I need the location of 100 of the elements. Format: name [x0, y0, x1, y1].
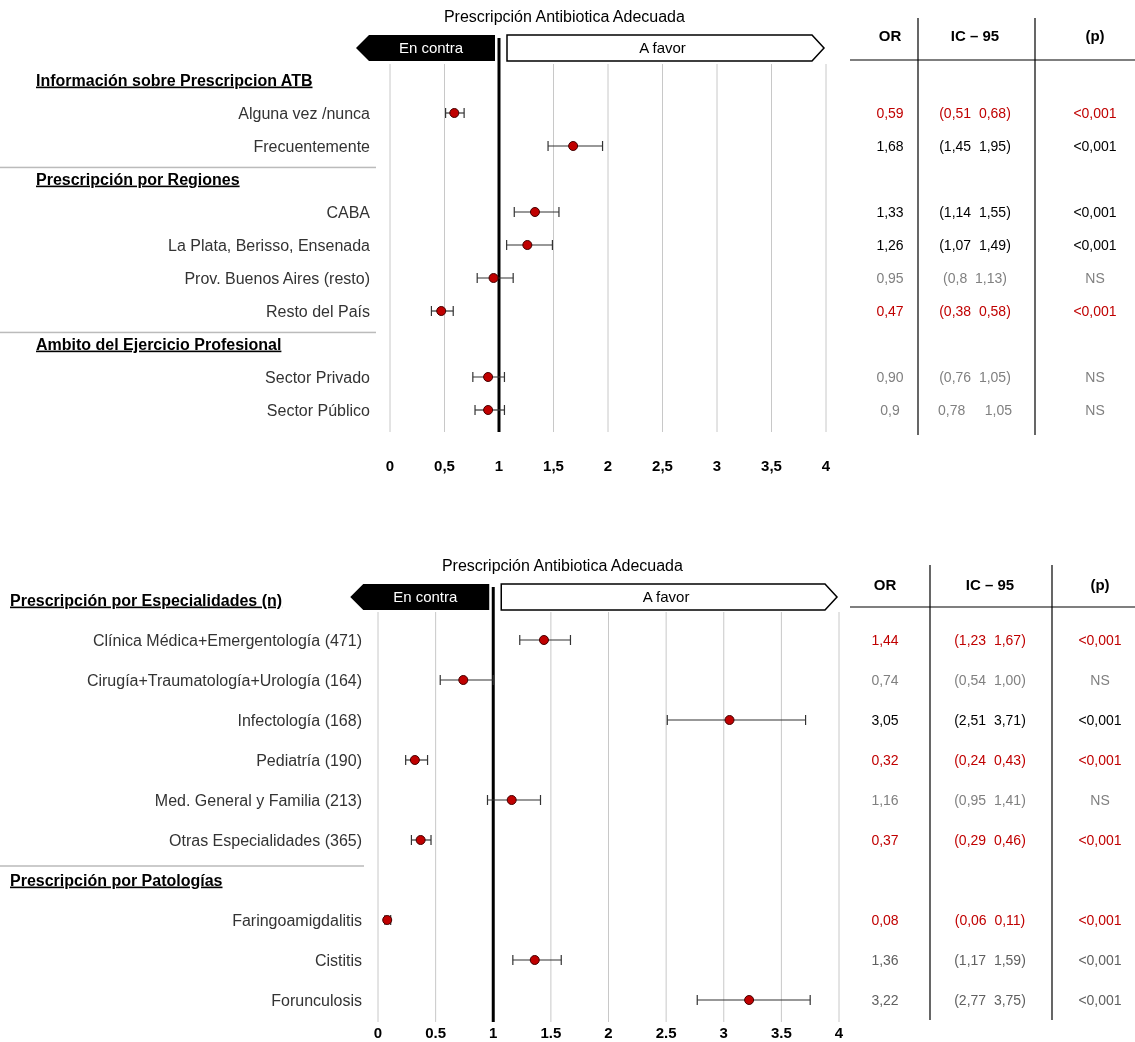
category-label: Sector Público	[266, 401, 370, 419]
x-tick-label: 2.5	[655, 1024, 677, 1042]
text: (0,29 0,46)	[954, 831, 1026, 848]
text: (1,07 1,49)	[939, 236, 1011, 253]
text: (1,14 1,55)	[939, 203, 1011, 220]
point	[529, 955, 540, 965]
chart-title: Prescripción Antibiotica Adecuada	[443, 8, 686, 25]
point	[483, 405, 494, 415]
text: 1,33	[876, 203, 904, 220]
text: <0,001	[1073, 104, 1117, 121]
text: A favor	[639, 39, 686, 57]
text: NS	[1090, 671, 1110, 688]
text: <0,001	[1073, 137, 1117, 154]
text: 0,32	[871, 751, 899, 768]
text: En contra	[398, 39, 464, 57]
text: 0,90	[876, 368, 904, 385]
text: <0,001	[1078, 831, 1122, 848]
text: 0,59	[876, 104, 904, 121]
x-tick-label: 3	[712, 457, 722, 475]
category-label: Información sobre Prescripcion ATB	[36, 71, 313, 89]
x-tick-label: 1,5	[543, 457, 564, 475]
point	[409, 755, 420, 765]
category-label: Prescripción por Patologías	[10, 871, 223, 889]
text: NS	[1085, 368, 1105, 385]
category-label: La Plata, Berisso, Ensenada	[168, 236, 370, 254]
text: (2,77 3,75)	[954, 991, 1026, 1008]
x-tick-label: 0	[385, 457, 395, 475]
text: 0,74	[871, 671, 899, 688]
text: (0,06 0,11)	[954, 911, 1026, 928]
text: En contra	[393, 588, 458, 606]
category-label: Alguna vez /nunca	[238, 104, 370, 122]
chart-title: Prescripción Antibiotica Adecuada	[441, 557, 684, 574]
text: <0,001	[1078, 991, 1122, 1008]
category-label: OR	[878, 27, 902, 45]
text: 1,68	[876, 137, 904, 154]
point	[449, 108, 460, 118]
category-label: Cistitis	[314, 951, 362, 969]
point	[488, 273, 499, 283]
category-label: (p)	[1090, 576, 1110, 594]
text: 0,95	[876, 269, 904, 286]
point	[724, 715, 735, 725]
text: <0,001	[1078, 751, 1122, 768]
text: NS	[1085, 401, 1105, 418]
text: 1,26	[876, 236, 904, 253]
x-tick-label: 0,5	[434, 457, 455, 475]
point	[529, 207, 540, 217]
x-tick-label: 2	[603, 457, 613, 475]
text: (2,51 3,71)	[954, 711, 1026, 728]
text: (0,51 0,68)	[939, 104, 1011, 121]
text: (0,76 1,05)	[939, 368, 1011, 385]
category-label: Prov. Buenos Aires (resto)	[184, 269, 370, 287]
point	[458, 675, 469, 685]
text: (0,38 0,58)	[939, 302, 1011, 319]
point	[538, 635, 549, 645]
text: (1,45 1,95)	[939, 137, 1011, 154]
point	[483, 372, 494, 382]
x-tick-label: 3,5	[761, 457, 782, 475]
x-tick-label: 2	[604, 1024, 613, 1042]
category-label: Med. General y Familia (213)	[154, 791, 362, 809]
x-tick-label: 1	[494, 457, 504, 475]
text: 1,16	[871, 791, 899, 808]
x-tick-label: 1.5	[540, 1024, 562, 1042]
x-tick-label: 0.5	[425, 1024, 447, 1042]
category-label: Clínica Médica+Emergentología (471)	[92, 631, 362, 649]
category-label: Infectología (168)	[237, 711, 362, 729]
category-label: Cirugía+Traumatología+Urología (164)	[86, 671, 362, 689]
x-tick-label: 2,5	[652, 457, 673, 475]
point	[415, 835, 426, 845]
text: <0,001	[1073, 203, 1117, 220]
category-label: Prescripción por Especialidades (n)	[10, 591, 283, 609]
text: <0,001	[1078, 951, 1122, 968]
category-label: Forunculosis	[271, 991, 362, 1009]
text: 3,05	[871, 711, 899, 728]
text: (1,17 1,59)	[954, 951, 1026, 968]
text: <0,001	[1073, 236, 1117, 253]
point	[522, 240, 533, 250]
category-label: IC – 95	[950, 27, 1000, 45]
x-tick-label: 1	[489, 1024, 498, 1042]
x-tick-label: 3.5	[770, 1024, 792, 1042]
text: NS	[1090, 791, 1110, 808]
text: (0,8 1,13)	[943, 269, 1007, 286]
text: (1,23 1,67)	[954, 631, 1026, 648]
category-label: Pediatría (190)	[256, 751, 362, 769]
text: (0,54 1,00)	[954, 671, 1026, 688]
category-label: IC – 95	[965, 576, 1015, 594]
x-tick-label: 4	[834, 1024, 844, 1042]
text: <0,001	[1078, 911, 1122, 928]
text: (0,95 1,41)	[954, 791, 1026, 808]
category-label: Ambito del Ejercicio Profesional	[36, 335, 282, 353]
category-label: Faringoamigdalitis	[232, 911, 362, 929]
point	[436, 306, 447, 316]
text: 3,22	[871, 991, 899, 1008]
category-label: Sector Privado	[265, 368, 370, 386]
text: 0,37	[871, 831, 899, 848]
text: 1,44	[871, 631, 899, 648]
text: <0,001	[1078, 631, 1122, 648]
point	[568, 141, 579, 151]
text: NS	[1085, 269, 1105, 286]
x-tick-label: 3	[719, 1024, 728, 1042]
x-tick-label: 4	[821, 457, 831, 475]
